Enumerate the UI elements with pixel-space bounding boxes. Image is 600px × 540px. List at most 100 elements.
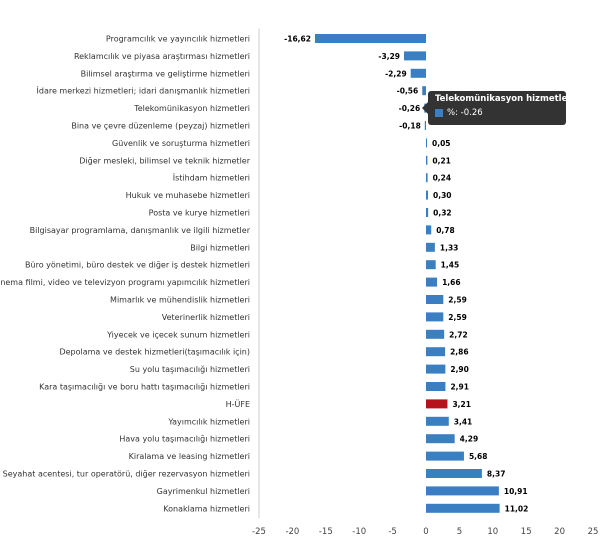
data-label: 2,72 xyxy=(449,330,468,339)
data-label: 2,59 xyxy=(448,296,467,305)
category-label: Posta ve kurye hizmetleri xyxy=(149,209,250,218)
data-label: 0,32 xyxy=(433,209,452,218)
category-label: İdare merkezi hizmetleri; idari danışman… xyxy=(37,86,250,96)
bar[interactable] xyxy=(410,68,426,78)
bar[interactable] xyxy=(424,121,426,130)
x-tick-label: -20 xyxy=(285,527,299,537)
category-label: Bina ve çevre düzenleme (peyzaj) hizmetl… xyxy=(71,122,250,131)
bar[interactable] xyxy=(426,173,428,183)
data-label: 3,41 xyxy=(454,417,473,426)
bar[interactable] xyxy=(426,295,444,304)
data-label: -0,56 xyxy=(397,87,419,96)
bar[interactable] xyxy=(422,86,426,96)
tooltip-swatch xyxy=(435,109,443,117)
data-label: 2,59 xyxy=(448,313,467,322)
category-label: Veterinerlik hizmetleri xyxy=(162,313,250,322)
category-label: Hukuk ve muhasebe hizmetleri xyxy=(126,191,250,200)
data-label: 1,45 xyxy=(441,261,460,270)
bar[interactable] xyxy=(426,260,436,270)
category-label: Diğer mesleki, bilimsel ve teknik hizmet… xyxy=(79,156,250,165)
bar[interactable] xyxy=(426,416,449,426)
bar[interactable] xyxy=(426,364,446,374)
category-label: Güvenlik ve soruşturma hizmetleri xyxy=(112,139,250,148)
bar[interactable] xyxy=(426,190,429,200)
tooltip-title: Telekomünikasyon hizmetleri xyxy=(435,94,575,104)
bar[interactable] xyxy=(426,155,428,165)
category-label: Kara taşımacılığı ve boru hattı taşımacı… xyxy=(39,383,250,392)
data-label: 3,21 xyxy=(452,400,471,409)
x-tick-label: 15 xyxy=(521,527,532,537)
tooltip-value: %: -0.26 xyxy=(447,108,483,118)
x-tick-label: 0 xyxy=(423,527,428,537)
category-label: Büro yönetimi, büro destek ve diğer iş d… xyxy=(25,261,250,270)
category-label: Hava yolu taşımacılığı hizmetleri xyxy=(119,435,250,444)
category-label: Yayımcılık hizmetleri xyxy=(167,417,250,426)
data-label: 2,86 xyxy=(450,348,469,357)
bar[interactable] xyxy=(426,277,438,287)
data-label: 2,90 xyxy=(450,365,469,374)
bar[interactable] xyxy=(426,347,446,357)
category-label: Depolama ve destek hizmetleri(taşımacılı… xyxy=(59,348,250,357)
data-label: 8,37 xyxy=(487,470,506,479)
tooltip-row: %: -0.26 xyxy=(435,108,559,118)
bar[interactable] xyxy=(426,399,448,409)
x-tick-label: -25 xyxy=(252,527,266,537)
bar[interactable] xyxy=(404,51,426,61)
data-label: 0,24 xyxy=(433,174,452,183)
category-label: H-ÜFE xyxy=(226,399,250,409)
category-label: Reklamcılık ve piyasa araştırması hizmet… xyxy=(74,52,250,61)
category-label: Telekomünikasyon hizmetleri xyxy=(133,104,250,113)
category-label: Bilgisayar programlama, danışmanlık ve i… xyxy=(30,226,251,235)
bar[interactable] xyxy=(426,208,429,217)
data-label: -3,29 xyxy=(378,52,400,61)
bar[interactable] xyxy=(426,329,445,339)
bar[interactable] xyxy=(426,469,482,478)
data-label: 0,21 xyxy=(432,156,451,165)
bar[interactable] xyxy=(426,486,499,496)
category-label: Mimarlık ve mühendislik hizmetleri xyxy=(110,296,250,305)
bar[interactable] xyxy=(426,242,435,252)
bar[interactable] xyxy=(426,503,500,513)
bar[interactable] xyxy=(426,382,446,391)
data-label: 11,02 xyxy=(505,504,529,513)
category-label: İstihdam hizmetleri xyxy=(173,173,250,183)
category-label: Programcılık ve yayıncılık hizmetleri xyxy=(106,35,250,44)
data-label: -2,29 xyxy=(385,69,407,78)
x-tick-label: -10 xyxy=(352,527,366,537)
category-label: Su yolu taşımacılığı hizmetleri xyxy=(130,365,250,374)
data-label: 0,05 xyxy=(432,139,451,148)
data-label: 0,78 xyxy=(436,226,455,235)
data-label: 0,30 xyxy=(433,191,452,200)
data-label: 2,91 xyxy=(450,383,469,392)
x-tick-label: 10 xyxy=(487,527,498,537)
data-label: -0,26 xyxy=(399,104,421,113)
data-label: -0,18 xyxy=(399,122,421,131)
x-tick-label: 5 xyxy=(457,527,462,537)
x-tick-label: 20 xyxy=(554,527,565,537)
x-tick-label: -5 xyxy=(388,527,396,537)
bar[interactable] xyxy=(426,225,432,235)
data-label: -16,62 xyxy=(284,35,311,44)
bar[interactable] xyxy=(426,138,427,148)
tooltip: Telekomünikasyon hizmetleri %: -0.26 xyxy=(422,91,575,125)
data-label: 4,29 xyxy=(460,435,479,444)
category-label: Kiralama ve leasing hizmetleri xyxy=(129,452,250,461)
category-label: Sinema filmi, video ve televizyon progra… xyxy=(0,278,250,287)
bar[interactable] xyxy=(314,34,426,43)
data-label: 1,33 xyxy=(440,243,459,252)
data-label: 10,91 xyxy=(504,487,528,496)
category-label: Bilimsel araştırma ve geliştirme hizmetl… xyxy=(81,69,250,78)
bar[interactable] xyxy=(426,451,464,461)
bar[interactable] xyxy=(426,312,444,322)
data-label: 1,66 xyxy=(442,278,461,287)
x-tick-label: -15 xyxy=(319,527,333,537)
x-tick-label: 25 xyxy=(588,527,599,537)
category-label: Gayrimenkul hizmetleri xyxy=(157,487,250,496)
category-label: Konaklama hizmetleri xyxy=(163,504,250,513)
data-label: 5,68 xyxy=(469,452,488,461)
category-label: Seyahat acentesi, tur operatörü, diğer r… xyxy=(3,470,250,479)
category-label: Bilgi hizmetleri xyxy=(190,243,250,252)
category-label: Yiyecek ve içecek sunum hizmetleri xyxy=(106,330,250,339)
bar[interactable] xyxy=(426,434,455,444)
